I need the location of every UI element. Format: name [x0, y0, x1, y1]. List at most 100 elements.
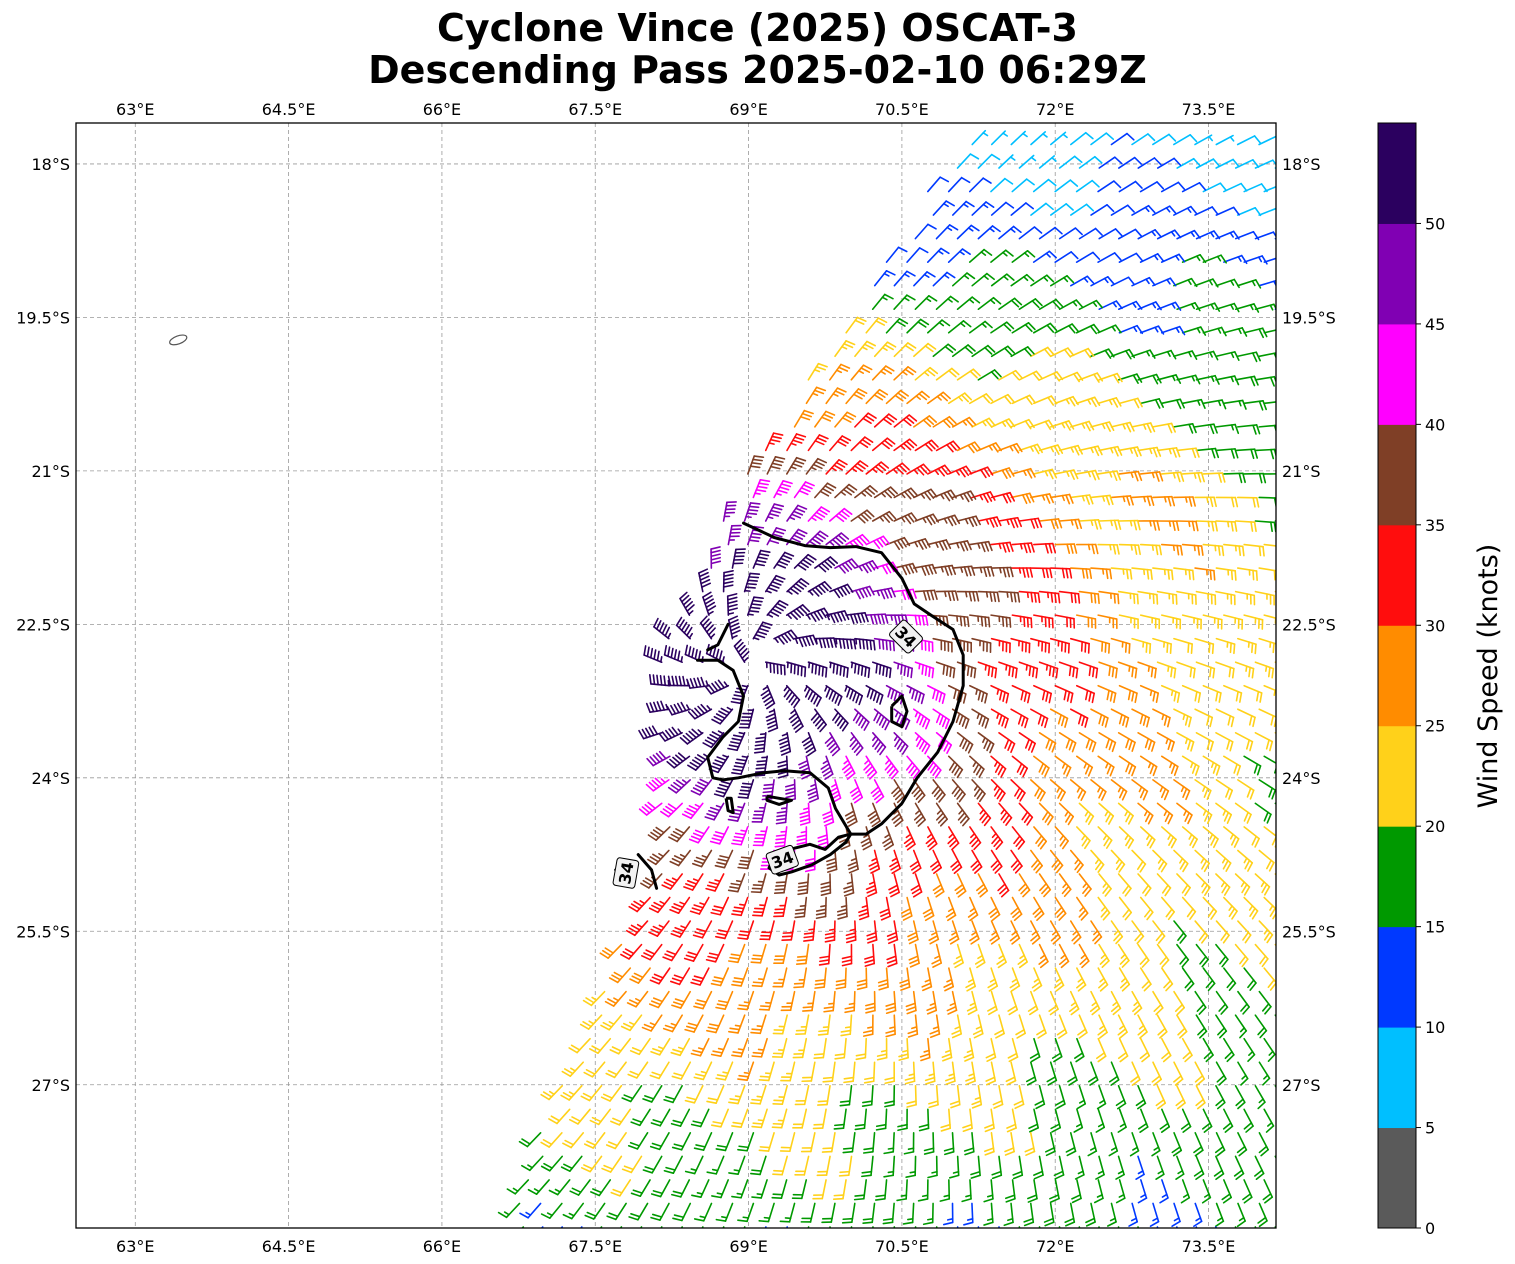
wind-barb: [1202, 472, 1226, 483]
wind-barb: [926, 247, 950, 263]
wind-barb: [1274, 661, 1293, 678]
barb-staff: [1274, 449, 1276, 452]
barb-flag: [751, 984, 763, 988]
barb-half-flag: [1083, 277, 1089, 283]
barb-staff: [1030, 202, 1047, 216]
barb-half-flag: [903, 273, 910, 278]
barb-staff: [1032, 178, 1050, 193]
barb-flag: [856, 316, 867, 322]
barb-flag: [754, 743, 766, 747]
barb-flag: [1292, 669, 1293, 678]
barb-flag: [1261, 255, 1268, 265]
barb-flag: [1278, 353, 1282, 361]
barb-half-flag: [800, 830, 808, 834]
barb-flag: [836, 440, 847, 447]
barb-staff: [1274, 873, 1276, 876]
barb-half-flag: [1154, 326, 1159, 333]
barb-half-flag: [1196, 327, 1201, 334]
barb-flag: [756, 760, 768, 763]
barb-flag: [1147, 133, 1156, 142]
barb-flag: [946, 443, 954, 453]
barb-half-flag: [1188, 520, 1191, 528]
barb-staff: [1098, 228, 1117, 240]
barb-flag: [1230, 448, 1235, 459]
wind-barb: [971, 129, 989, 146]
barb-flag: [1250, 448, 1255, 460]
barb-staff: [1050, 203, 1067, 216]
wind-barb: [1176, 374, 1201, 385]
barb-flag: [1068, 420, 1075, 430]
barb-flag: [747, 509, 759, 512]
barb-flag: [795, 962, 807, 965]
barb-flag: [1152, 447, 1158, 458]
wind-barb: [935, 440, 961, 453]
barb-flag: [1233, 643, 1236, 655]
barb-flag: [1255, 570, 1258, 581]
wind-barb: [1098, 372, 1123, 384]
barb-flag: [747, 579, 759, 582]
barb-flag: [1252, 159, 1260, 168]
barb-flag: [656, 674, 659, 686]
barb-staff: [1058, 227, 1077, 240]
barb-flag: [889, 667, 892, 679]
barb-flag: [970, 224, 980, 232]
wind-barb: [998, 225, 1022, 240]
barb-flag: [1170, 569, 1174, 581]
barb-flag: [924, 345, 934, 353]
barb-half-flag: [923, 273, 930, 279]
barb-flag: [738, 933, 750, 937]
barb-flag: [1190, 205, 1198, 215]
wind-barb: [914, 439, 939, 452]
wind-barb: [1018, 443, 1043, 455]
barb-flag: [1046, 346, 1055, 356]
barb-flag: [820, 416, 832, 422]
barb-flag: [1287, 740, 1289, 749]
wind-barb: [893, 438, 918, 452]
barb-half-flag: [1166, 278, 1171, 285]
wind-barb: [1274, 590, 1276, 593]
barb-flag: [1156, 253, 1165, 262]
wind-barb: [893, 414, 918, 428]
barb-flag: [987, 616, 991, 628]
barb-flag: [763, 787, 774, 790]
barb-half-flag: [1023, 275, 1029, 282]
barb-flag: [872, 639, 876, 651]
barb-flag: [1248, 666, 1251, 678]
barb-flag: [1191, 447, 1197, 459]
barb-flag: [1150, 569, 1153, 580]
wind-barb: [1202, 254, 1227, 264]
barb-half-flag: [881, 346, 888, 351]
barb-staff: [1075, 251, 1094, 263]
barb-flag: [1177, 181, 1186, 191]
barb-half-flag: [727, 612, 735, 615]
barb-flag: [801, 412, 813, 418]
wind-barb: [1156, 447, 1181, 458]
barb-half-flag: [1207, 520, 1210, 528]
barb-flag: [1156, 593, 1159, 605]
barb-flag: [926, 369, 936, 377]
barb-flag: [1067, 347, 1075, 357]
barb-half-flag: [835, 369, 843, 374]
wind-barb: [971, 201, 995, 216]
barb-half-flag: [1229, 136, 1235, 142]
barb-half-flag: [1245, 665, 1248, 672]
wind-barb: [927, 391, 951, 405]
barb-staff: [1070, 131, 1087, 146]
wind-barb: [1234, 303, 1260, 313]
barb-staff: [956, 153, 972, 169]
barb-flag: [952, 667, 956, 679]
wind-barb: [764, 432, 784, 452]
barb-flag: [1262, 399, 1268, 411]
barb-flag: [1294, 523, 1295, 532]
barb-half-flag: [1006, 591, 1009, 598]
barb-flag: [1086, 275, 1095, 284]
barb-flag: [857, 663, 860, 675]
wind-barb: [793, 409, 814, 428]
barb-flag: [939, 393, 948, 402]
barb-flag: [885, 666, 889, 678]
barb-staff: [1236, 135, 1256, 146]
barb-flag: [1280, 402, 1283, 411]
barb-flag: [755, 736, 767, 740]
barb-flag: [1012, 444, 1020, 454]
barb-half-flag: [1190, 231, 1195, 238]
